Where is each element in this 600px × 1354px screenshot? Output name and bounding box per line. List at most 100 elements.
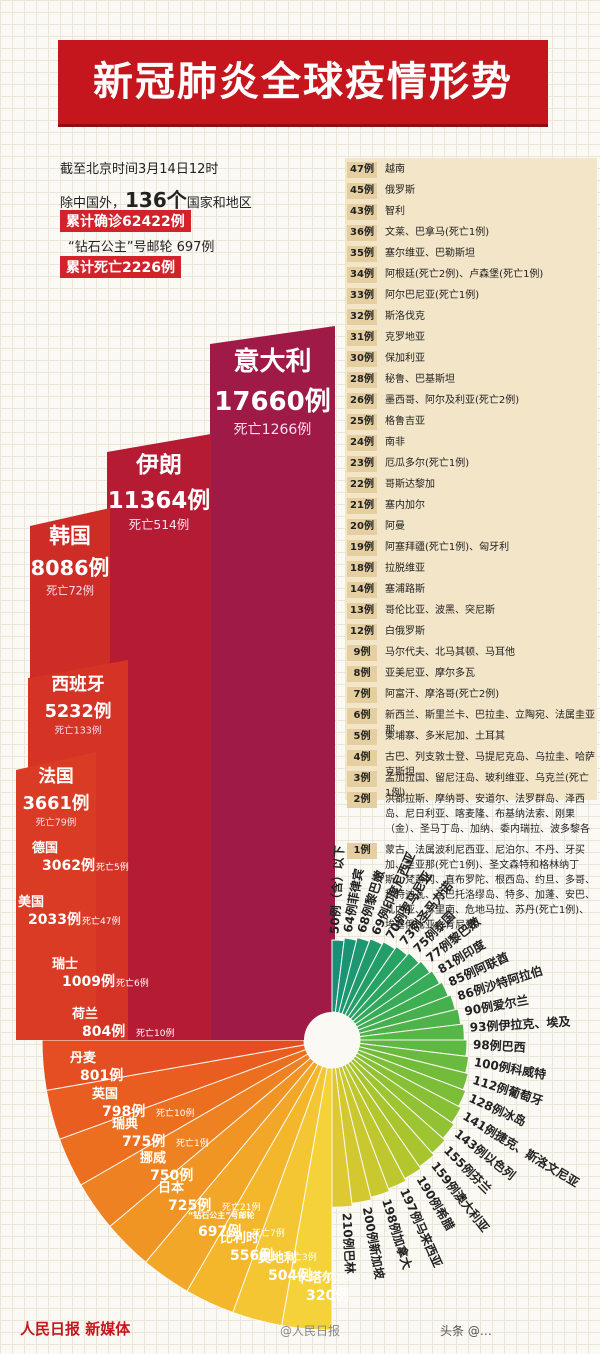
list-count: 22例 <box>347 477 377 493</box>
list-item: 24例 南非 <box>345 433 597 454</box>
list-names: 厄瓜多尔(死亡1例) <box>385 458 470 469</box>
list-count: 19例 <box>347 540 377 556</box>
list-names: 保加利亚 <box>385 353 425 364</box>
fan-country-label: 日本 <box>158 1180 184 1196</box>
fan-cases-label: 775例 <box>122 1133 165 1150</box>
list-names: 秘鲁、巴基斯坦 <box>385 374 455 385</box>
list-count: 8例 <box>347 666 377 682</box>
list-count: 7例 <box>347 687 377 703</box>
list-item: 25例 格鲁吉亚 <box>345 412 597 433</box>
list-count: 21例 <box>347 498 377 514</box>
fan-cases-label: 801例 <box>80 1067 123 1084</box>
list-item: 22例 哥斯达黎加 <box>345 475 597 496</box>
list-names: 阿富汗、摩洛哥(死亡2例) <box>385 689 500 700</box>
countries-num: 136个 <box>125 188 187 212</box>
fan-deaths-label: 死亡7例 <box>252 1227 285 1239</box>
list-item: 28例 秘鲁、巴基斯坦 <box>345 370 597 391</box>
list-item: 18例 拉脱维亚 <box>345 559 597 580</box>
list-count: 5例 <box>347 729 377 745</box>
page-title: 新冠肺炎全球疫情形势 <box>93 59 513 105</box>
list-item: 1例 蒙古、法属波利尼西亚、尼泊尔、不丹、牙买加、圭亚那(死亡1例)、圣文森特和格… <box>345 841 597 937</box>
list-names: 古巴、列支敦士登、马提尼克岛、乌拉圭、哈萨克斯坦 <box>385 752 595 778</box>
list-item: 3例 孟加拉国、留尼汪岛、玻利维亚、乌克兰(死亡1例) <box>345 769 597 799</box>
bar-country-label: 韩国 <box>49 524 91 548</box>
small-country-list: 47例 越南 45例 俄罗斯 43例 智利 36例 文莱、巴拿马(死亡1例) 35例 塞尔维亚、巴… <box>345 158 597 931</box>
fan-country-label: 挪威 <box>140 1150 166 1166</box>
fan-cases-label: 3062例 <box>42 857 95 874</box>
list-item: 43例 智利 <box>345 202 597 223</box>
list-count: 12例 <box>347 624 377 640</box>
list-count: 45例 <box>347 183 377 199</box>
fan-deaths-label: 死亡6例 <box>116 977 149 989</box>
bar-country-label: 意大利 <box>233 346 311 377</box>
bar-deaths-label: 死亡72例 <box>46 583 94 597</box>
list-names: 塞内加尔 <box>385 500 425 511</box>
list-item: 45例 俄罗斯 <box>345 181 597 202</box>
list-item: 31例 克罗地亚 <box>345 328 597 349</box>
list-names: 智利 <box>385 206 405 217</box>
list-count: 6例 <box>347 708 377 724</box>
list-item: 8例 亚美尼亚、摩尔多瓦 <box>345 664 597 685</box>
fan-cases-label: 2033例 <box>28 911 81 928</box>
list-names: 塞浦路斯 <box>385 584 425 595</box>
fan-country-label: 卡塔尔 <box>296 1270 335 1286</box>
toutiao-handle: 头条 @… <box>440 1324 492 1338</box>
list-names: 孟加拉国、留尼汪岛、玻利维亚、乌克兰(死亡1例) <box>385 773 589 799</box>
list-names: 南非 <box>385 437 405 448</box>
list-item: 33例 阿尔巴尼亚(死亡1例) <box>345 286 597 307</box>
fan-deaths-label: 死亡10例 <box>156 1107 194 1119</box>
list-count: 20例 <box>347 519 377 535</box>
bar-deaths-label: 死亡514例 <box>129 518 189 532</box>
list-count: 25例 <box>347 414 377 430</box>
title-banner: 新冠肺炎全球疫情形势 <box>58 40 548 124</box>
list-item: 32例 斯洛伐克 <box>345 307 597 328</box>
fan-country-label: 比利时 <box>220 1230 259 1246</box>
list-count: 2例 <box>347 792 377 808</box>
list-count: 30例 <box>347 351 377 367</box>
list-count: 23例 <box>347 456 377 472</box>
fan-right-label: 98例巴西 <box>473 1037 527 1055</box>
list-count: 1例 <box>347 843 377 859</box>
confirmed-label: 累计确诊62422例 <box>60 210 191 232</box>
list-count: 4例 <box>347 750 377 766</box>
fan-right-label: 200例新加坡 <box>360 1206 388 1282</box>
fan-deaths-label: 死亡1例 <box>176 1137 209 1149</box>
list-names: 新西兰、斯里兰卡、巴拉圭、立陶宛、法属圭亚那 <box>385 710 595 736</box>
list-count: 9例 <box>347 645 377 661</box>
list-names: 拉脱维亚 <box>385 563 425 574</box>
deaths-label: 累计死亡2226例 <box>60 256 181 278</box>
list-names: 塞尔维亚、巴勒斯坦 <box>385 248 475 259</box>
bar-country-label: 法国 <box>38 765 73 787</box>
fan-country-label: 荷兰 <box>71 1006 98 1022</box>
fan-country-label: 瑞士 <box>52 956 78 972</box>
fan-deaths-label: 死亡10例 <box>136 1027 174 1039</box>
list-item: 21例 塞内加尔 <box>345 496 597 517</box>
bar-country-label: 西班牙 <box>51 674 104 695</box>
list-names: 阿曼 <box>385 521 405 532</box>
list-names: 阿根廷(死亡2例)、卢森堡(死亡1例) <box>385 269 544 280</box>
list-names: 洪都拉斯、摩纳哥、安道尔、法罗群岛、泽西岛、尼日利亚、喀麦隆、布基纳法索、刚果（… <box>385 794 590 835</box>
list-item: 12例 白俄罗斯 <box>345 622 597 643</box>
bar-cases-label: 5232例 <box>45 700 112 722</box>
chart-center-hole <box>304 1012 360 1068</box>
fan-cases-label: 798例 <box>102 1103 145 1120</box>
fan-country-label: 瑞典 <box>112 1116 138 1132</box>
fan-country-label: 美国 <box>18 894 44 910</box>
list-names: 俄罗斯 <box>385 185 415 196</box>
list-names: 阿塞拜疆(死亡1例)、匈牙利 <box>385 542 510 553</box>
fan-cases-label: 750例 <box>150 1167 193 1184</box>
list-item: 14例 塞浦路斯 <box>345 580 597 601</box>
fan-deaths-label: 死亡5例 <box>96 861 129 873</box>
fan-right-label: 210例巴林 <box>339 1212 358 1274</box>
time-note: 截至北京时间3月14日12时 <box>60 162 219 177</box>
ship-note: “钻石公主”号邮轮 697例 <box>68 240 215 255</box>
chart-bar-big <box>16 752 96 1040</box>
list-count: 32例 <box>347 309 377 325</box>
list-item: 9例 马尔代夫、北马其顿、马耳他 <box>345 643 597 664</box>
list-names: 阿尔巴尼亚(死亡1例) <box>385 290 480 301</box>
list-names: 马尔代夫、北马其顿、马耳他 <box>385 647 515 658</box>
list-names: 格鲁吉亚 <box>385 416 425 427</box>
list-item: 23例 厄瓜多尔(死亡1例) <box>345 454 597 475</box>
list-count: 26例 <box>347 393 377 409</box>
fan-cases-label: 725例 <box>168 1197 211 1214</box>
